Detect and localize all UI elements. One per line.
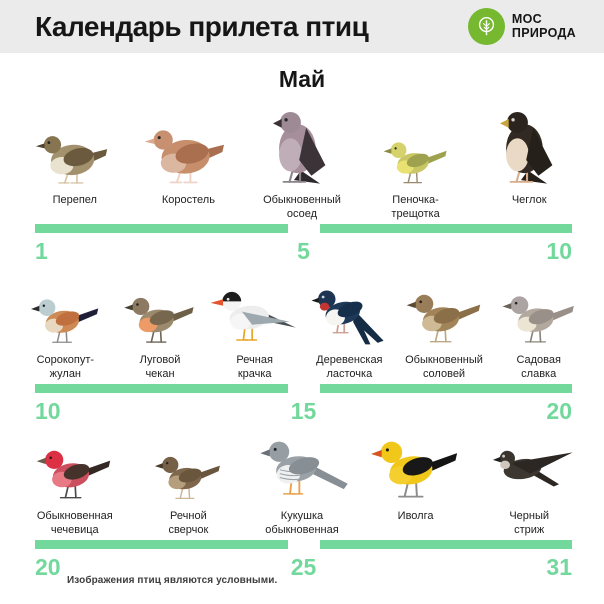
bird-cell: Луговой чекан (113, 268, 208, 383)
corncrake-illustration (136, 98, 240, 188)
timeline-dates: 20 25 31 Изображения птиц являются услов… (35, 554, 572, 586)
bird-name: Пеночка- трещотка (391, 194, 440, 221)
date-mid: 25 (290, 554, 317, 580)
bird-name: Чеглок (511, 194, 547, 206)
date-mid: 5 (297, 238, 310, 264)
garden-warbler-illustration (495, 268, 583, 348)
bird-cells: Сорокопут- жулан Луговой чекан Речная крач… (0, 268, 604, 383)
whinchat-illustration (117, 268, 203, 348)
bird-cell: Чеглок (472, 98, 586, 223)
bird-name: Черный стриж (509, 510, 550, 537)
common-rosefinch-illustration (29, 428, 120, 504)
date-start: 10 (35, 398, 61, 424)
bird-cells: Перепел Коростель Обыкновенный осоед Пеночк… (0, 98, 604, 223)
bird-name: Перепел (52, 194, 97, 206)
timeline-segment-right (319, 540, 572, 549)
bird-name: Сорокопут- жулан (36, 354, 95, 381)
bird-name: Кукушка обыкновенная (265, 510, 339, 537)
date-start: 20 (35, 554, 61, 580)
timeline-bar (35, 224, 572, 233)
logo-line-2: ПРИРОДА (511, 25, 576, 40)
logo-line-1: МОС (511, 12, 542, 27)
nightingale-illustration (399, 268, 490, 348)
golden-oriole-illustration (362, 428, 469, 504)
honey-buzzard-illustration (245, 98, 359, 188)
bird-cells: Обыкновенная чечевица Речной сверчок Кукуш… (0, 428, 604, 539)
quail-illustration (28, 98, 122, 188)
bird-name: Обыкновенная чечевица (36, 510, 113, 537)
date-end: 20 (546, 398, 572, 424)
bird-row-late-may: Обыкновенная чечевица Речной сверчок Кукуш… (0, 428, 604, 586)
timeline-dates: 1 5 10 (35, 238, 572, 264)
bird-name: Речная крачка (236, 354, 273, 381)
logo-text: МОС ПРИРОДА (512, 13, 576, 39)
timeline-segment-right (319, 384, 572, 393)
bird-cell: Речной сверчок (132, 428, 246, 539)
bird-name: Коростель (161, 194, 215, 206)
bird-cell: Кукушка обыкновенная (245, 428, 359, 539)
page-title: Календарь прилета птиц (35, 10, 369, 42)
bird-cell: Коростель (132, 98, 246, 223)
bird-cell: Обыкновенный осоед (245, 98, 359, 223)
date-end: 10 (546, 238, 572, 264)
common-tern-illustration (207, 268, 302, 348)
barn-swallow-illustration (302, 268, 397, 348)
bird-cell: Деревенская ласточка (302, 268, 397, 383)
bird-cell: Обыкновенная чечевица (18, 428, 132, 539)
timeline-bar (35, 540, 572, 549)
bird-name: Иволга (397, 510, 434, 522)
date-end: 31 (546, 554, 572, 580)
header: Календарь прилета птиц МОС ПРИРОДА (0, 0, 604, 53)
common-swift-illustration (480, 428, 579, 504)
red-backed-shrike-illustration (24, 268, 107, 348)
timeline-segment-left (35, 224, 288, 233)
date-mid: 15 (290, 398, 317, 424)
bird-cell: Обыкновенный соловей (397, 268, 492, 383)
date-start: 1 (35, 238, 48, 264)
month-title: Май (278, 66, 326, 92)
bird-name: Обыкновенный осоед (263, 194, 341, 221)
bird-cell: Садовая славка (491, 268, 586, 383)
timeline-segment-left (35, 384, 288, 393)
bird-cell: Перепел (18, 98, 132, 223)
bird-name: Садовая славка (516, 354, 561, 381)
bird-name: Луговой чекан (139, 354, 181, 381)
bird-cell: Пеночка- трещотка (359, 98, 473, 223)
bird-cell: Сорокопут- жулан (18, 268, 113, 383)
timeline-segment-left (35, 540, 288, 549)
bird-row-mid-may: Сорокопут- жулан Луговой чекан Речная крач… (0, 268, 604, 424)
bird-cell: Черный стриж (472, 428, 586, 539)
hobby-falcon-illustration (472, 98, 586, 188)
tree-icon (467, 8, 505, 45)
bird-name: Обыкновенный соловей (405, 354, 483, 381)
timeline-dates: 10 15 20 (35, 398, 572, 424)
bird-cell: Иволга (359, 428, 473, 539)
bird-cell: Речная крачка (207, 268, 302, 383)
river-warbler-illustration (148, 428, 229, 504)
disclaimer-text: Изображения птиц являются условными. (67, 575, 278, 586)
timeline-bar (35, 384, 572, 393)
bird-name: Речной сверчок (168, 510, 209, 537)
bird-row-early-may: Перепел Коростель Обыкновенный осоед Пеночк… (0, 98, 604, 264)
bird-name: Деревенская ласточка (316, 354, 383, 381)
mospriroda-logo: МОС ПРИРОДА (467, 8, 576, 45)
wood-warbler-illustration (377, 98, 455, 188)
timeline-segment-right (319, 224, 572, 233)
common-cuckoo-illustration (251, 428, 352, 504)
